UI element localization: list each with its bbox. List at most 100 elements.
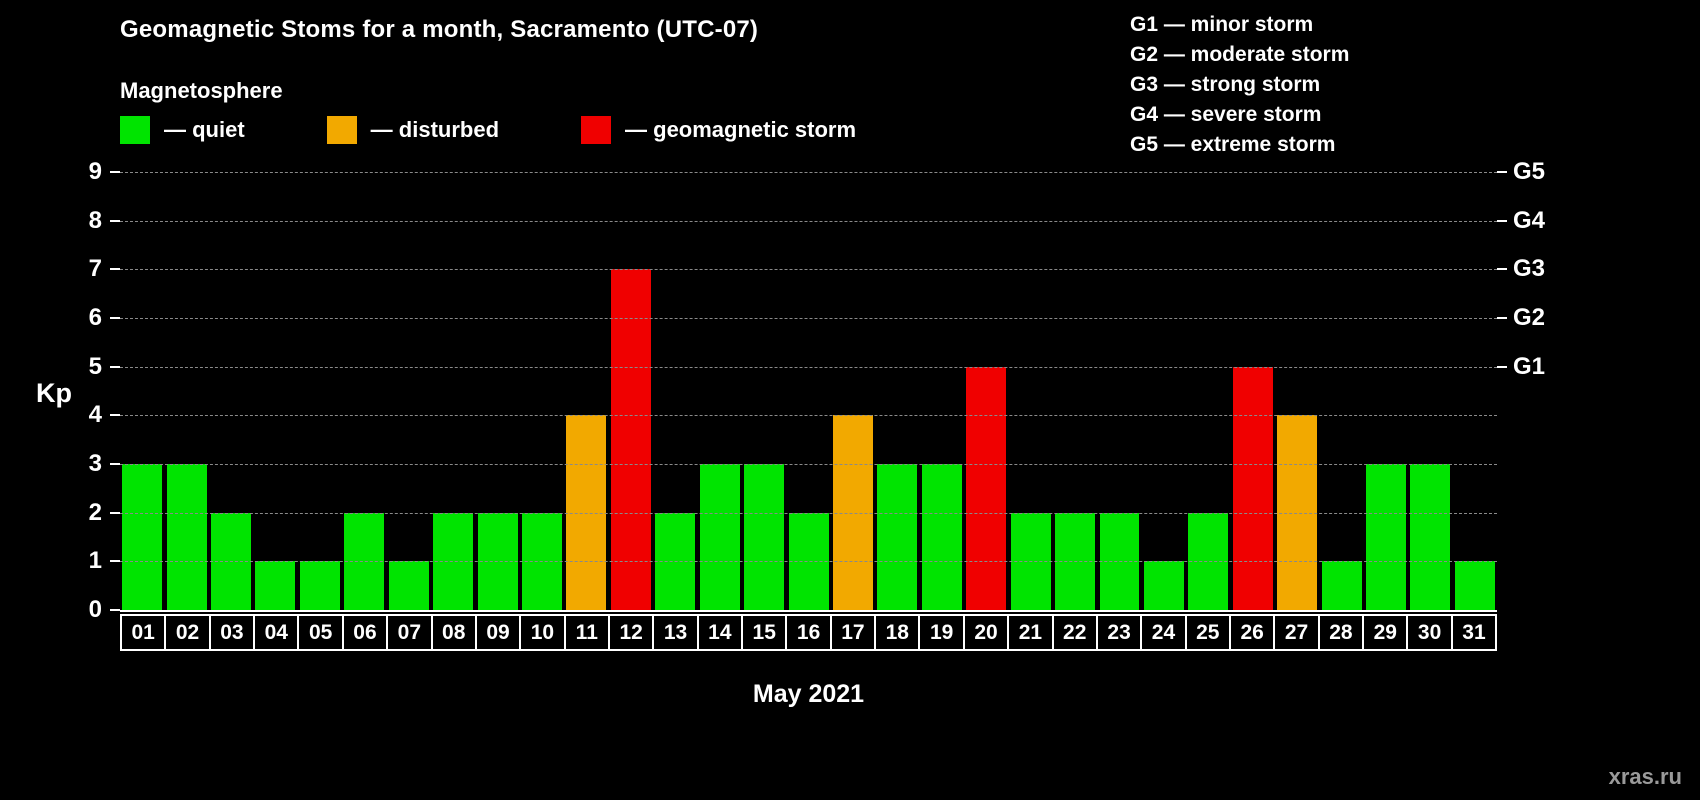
right-axis-tick xyxy=(1497,219,1507,222)
y-axis-label: Kp xyxy=(36,378,72,408)
gridline xyxy=(120,172,1497,173)
bar xyxy=(1366,464,1406,610)
bar xyxy=(1321,561,1362,610)
gridline xyxy=(120,561,1497,563)
day-label: 22 xyxy=(1051,614,1098,651)
bar-slot xyxy=(1053,172,1097,610)
right-axis-tick xyxy=(1497,317,1507,320)
bar xyxy=(122,464,163,610)
chart-title: Geomagnetic Stoms for a month, Sacrament… xyxy=(120,16,759,43)
bar-slot xyxy=(1008,172,1052,610)
day-label: 20 xyxy=(962,614,1010,651)
day-label: 18 xyxy=(874,614,921,651)
bar-slot xyxy=(431,172,475,610)
y-axis-tick-label: 5 xyxy=(88,352,102,380)
bar-slot xyxy=(697,172,741,610)
right-axis-tick-label: G4 xyxy=(1513,206,1546,234)
watermark: xras.ru xyxy=(1608,764,1682,789)
bar-slot xyxy=(342,172,386,610)
legend: — quiet — disturbed — geomagnetic storm xyxy=(120,116,938,144)
right-axis-tick-label: G5 xyxy=(1513,158,1546,185)
y-axis-tick-label: 7 xyxy=(88,255,102,283)
gridline xyxy=(120,415,1497,417)
gridline xyxy=(120,512,1497,514)
y-axis-tick xyxy=(110,560,120,563)
bar-slot xyxy=(920,172,964,610)
bar-slot xyxy=(1097,172,1141,610)
bar xyxy=(433,512,474,610)
y-axis-tick-label: 0 xyxy=(88,596,102,623)
day-label: 06 xyxy=(341,614,389,651)
plot-area: 0 1 2 3 4 5 6 7 8 9 G1 G2 G3 G4 G5 xyxy=(89,158,1545,623)
day-label: 12 xyxy=(607,614,655,651)
bar xyxy=(255,561,296,610)
bar xyxy=(655,512,696,610)
right-axis-tick-label: G1 xyxy=(1513,352,1546,380)
bar xyxy=(744,464,785,610)
y-axis-tick-label: 9 xyxy=(88,158,102,185)
y-axis-tick-label: 2 xyxy=(88,498,102,526)
bar xyxy=(1143,561,1184,610)
bar-slot xyxy=(1364,172,1408,610)
bar-slot xyxy=(742,172,786,610)
legend-heading: Magnetosphere xyxy=(120,78,283,103)
gridline xyxy=(120,318,1497,320)
legend-item-label: — geomagnetic storm xyxy=(625,117,857,142)
day-label: 01 xyxy=(120,614,167,651)
bar-slot xyxy=(475,172,519,610)
bar-slot xyxy=(120,172,164,610)
storm-scale-g5: G5 — extreme storm xyxy=(1130,133,1336,156)
y-axis-tick-label: 6 xyxy=(88,304,102,332)
bar xyxy=(1410,464,1451,610)
day-label: 09 xyxy=(474,614,522,651)
day-label: 14 xyxy=(696,614,744,651)
bar xyxy=(699,464,740,610)
day-label: 26 xyxy=(1228,614,1276,651)
bar-slot xyxy=(1231,172,1275,610)
day-label: 15 xyxy=(741,614,788,651)
bar-slot xyxy=(875,172,919,610)
bar-slot xyxy=(1408,172,1452,610)
bar-slot xyxy=(1142,172,1186,610)
storm-scale-g4: G4 — severe storm xyxy=(1130,103,1322,126)
bar xyxy=(388,561,429,610)
bar-slot xyxy=(964,172,1008,610)
bar-slot xyxy=(831,172,875,610)
legend-item-storm: — geomagnetic storm xyxy=(581,116,856,144)
storm-scale-legend: G1 — minor storm G2 — moderate storm G3 … xyxy=(1130,10,1349,160)
bar xyxy=(344,512,385,610)
day-label: 08 xyxy=(430,614,477,651)
y-axis-tick-label: 8 xyxy=(88,206,102,234)
bar-slot xyxy=(164,172,208,610)
gridline xyxy=(120,220,1497,222)
day-label: 29 xyxy=(1362,614,1409,651)
bar-slot xyxy=(1319,172,1363,610)
day-label: 24 xyxy=(1140,614,1187,651)
bar xyxy=(1188,512,1229,610)
bar-slot xyxy=(564,172,608,610)
bar xyxy=(1055,512,1096,610)
storm-scale-g3: G3 — strong storm xyxy=(1130,73,1321,96)
bar xyxy=(610,269,651,610)
storm-scale-g2: G2 — moderate storm xyxy=(1130,43,1350,66)
gridline xyxy=(120,366,1497,368)
right-axis-tick xyxy=(1497,171,1507,173)
bar xyxy=(877,464,918,610)
bar xyxy=(1454,561,1495,610)
bar xyxy=(1010,512,1051,610)
y-axis-tick xyxy=(110,219,120,222)
bar-slot xyxy=(209,172,253,610)
x-axis-label: May 2021 xyxy=(752,680,865,708)
bars-container xyxy=(120,172,1497,610)
bar-slot xyxy=(653,172,697,610)
bar xyxy=(522,512,562,610)
day-label: 27 xyxy=(1273,614,1320,651)
bar xyxy=(1099,512,1140,610)
day-label: 04 xyxy=(253,614,300,651)
x-axis-day-labels: 01 02 03 04 05 06 07 08 09 10 11 12 13 14 15 16 17 18 19 20… xyxy=(120,614,1498,651)
legend-item-label: — disturbed xyxy=(370,117,500,142)
bar xyxy=(966,366,1007,610)
bar xyxy=(211,512,252,610)
day-label: 21 xyxy=(1007,614,1054,651)
disturbed-swatch-icon xyxy=(326,116,357,144)
